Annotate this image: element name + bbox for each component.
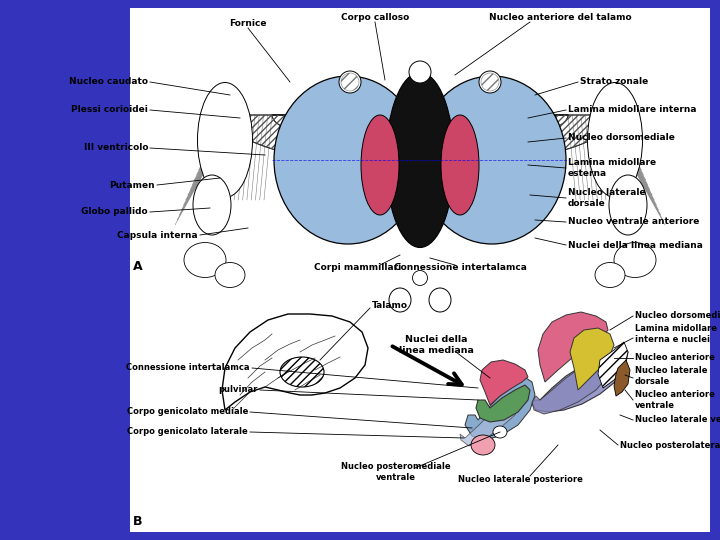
Text: Nucleo caudato: Nucleo caudato <box>69 78 148 86</box>
Text: Lamina midollare
esterna: Lamina midollare esterna <box>568 158 656 178</box>
Ellipse shape <box>609 175 647 235</box>
Polygon shape <box>225 115 615 167</box>
Ellipse shape <box>429 288 451 312</box>
Ellipse shape <box>386 72 454 247</box>
Text: A: A <box>133 260 143 273</box>
Text: Connessione intertalamca: Connessione intertalamca <box>127 363 250 373</box>
Ellipse shape <box>409 61 431 83</box>
Polygon shape <box>476 385 530 422</box>
Text: Plessi corioidei: Plessi corioidei <box>71 105 148 114</box>
Polygon shape <box>598 342 628 388</box>
Ellipse shape <box>588 83 642 198</box>
Text: Talamo: Talamo <box>372 300 408 309</box>
Ellipse shape <box>197 83 253 198</box>
Text: Nuclei della
linea mediana: Nuclei della linea mediana <box>399 335 474 355</box>
Text: Nucleo laterale
dorsale: Nucleo laterale dorsale <box>568 188 646 208</box>
Text: Nucleo anteriore del talamo: Nucleo anteriore del talamo <box>489 14 631 23</box>
Ellipse shape <box>441 115 479 215</box>
Text: Strato zonale: Strato zonale <box>580 78 648 86</box>
Text: Lamina midollare interna: Lamina midollare interna <box>568 105 696 114</box>
Text: Corpo calloso: Corpo calloso <box>341 14 409 23</box>
Ellipse shape <box>193 175 231 235</box>
Text: Putamen: Putamen <box>109 180 155 190</box>
Polygon shape <box>465 378 535 440</box>
Ellipse shape <box>614 242 656 278</box>
Text: Nucleo dorsomediale: Nucleo dorsomediale <box>568 133 675 143</box>
Ellipse shape <box>418 76 566 244</box>
Polygon shape <box>460 392 520 446</box>
Text: Fornice: Fornice <box>229 19 266 29</box>
Text: Nucleo dorsomediale: Nucleo dorsomediale <box>635 312 720 321</box>
Text: Globo pallido: Globo pallido <box>81 207 148 217</box>
Text: Nucleo ventrale anteriore: Nucleo ventrale anteriore <box>568 218 699 226</box>
Ellipse shape <box>361 115 399 215</box>
Text: Corpi mammillari: Corpi mammillari <box>315 264 402 273</box>
Text: Lamina midollare
interna e nuclei: Lamina midollare interna e nuclei <box>635 325 717 343</box>
Polygon shape <box>532 354 610 414</box>
Text: Nuclei della linea mediana: Nuclei della linea mediana <box>568 240 703 249</box>
Ellipse shape <box>493 426 507 438</box>
Text: Nucleo anteriore: Nucleo anteriore <box>635 354 715 362</box>
Ellipse shape <box>274 76 422 244</box>
Text: III ventricolo: III ventricolo <box>84 144 148 152</box>
Ellipse shape <box>479 71 501 93</box>
Text: Nucleo laterale posteriore: Nucleo laterale posteriore <box>458 476 582 484</box>
Ellipse shape <box>215 262 245 287</box>
Polygon shape <box>222 314 368 410</box>
Polygon shape <box>532 348 628 412</box>
Text: pulvinar: pulvinar <box>219 386 258 395</box>
Text: B: B <box>133 515 143 528</box>
Ellipse shape <box>389 288 411 312</box>
Text: Corpo genicolato mediale: Corpo genicolato mediale <box>127 408 248 416</box>
Ellipse shape <box>471 435 495 455</box>
Polygon shape <box>538 312 608 382</box>
Text: Capsula interna: Capsula interna <box>117 231 198 240</box>
Ellipse shape <box>339 71 361 93</box>
Text: Corpo genicolato laterale: Corpo genicolato laterale <box>127 428 248 436</box>
Ellipse shape <box>184 242 226 278</box>
Polygon shape <box>480 360 528 405</box>
Polygon shape <box>614 360 630 396</box>
Text: Nucleo posterolaterale ventrale: Nucleo posterolaterale ventrale <box>620 441 720 449</box>
Polygon shape <box>570 328 614 390</box>
Text: Nucleo anteriore
ventrale: Nucleo anteriore ventrale <box>635 390 715 410</box>
Ellipse shape <box>413 271 428 286</box>
Text: Nucleo posteromediale
ventrale: Nucleo posteromediale ventrale <box>341 462 451 482</box>
Text: Nucleo laterale ventrale: Nucleo laterale ventrale <box>635 415 720 424</box>
Text: Nucleo laterale
dorsale: Nucleo laterale dorsale <box>635 366 708 386</box>
Text: Connessione intertalamca: Connessione intertalamca <box>394 264 526 273</box>
Ellipse shape <box>595 262 625 287</box>
Bar <box>130 8 710 532</box>
